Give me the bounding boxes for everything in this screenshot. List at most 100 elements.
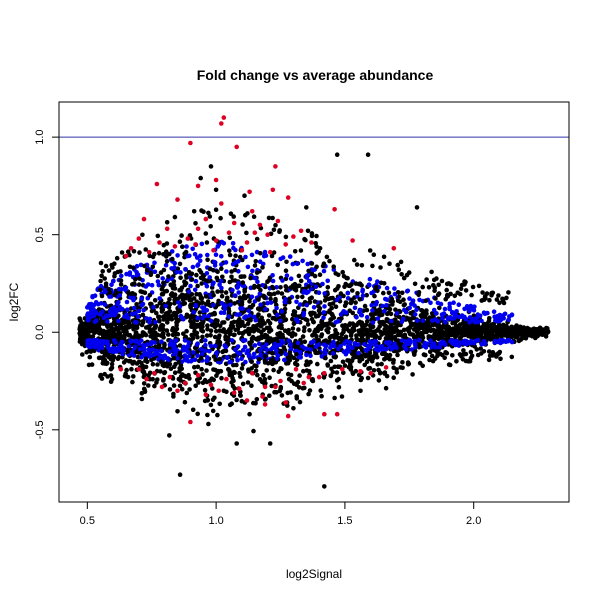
data-point — [354, 262, 360, 267]
data-point — [93, 328, 98, 334]
data-point — [322, 298, 328, 303]
data-point — [242, 193, 247, 198]
data-point — [409, 332, 415, 337]
data-point — [144, 316, 149, 321]
data-point — [235, 285, 240, 290]
data-point — [332, 343, 337, 349]
data-point — [172, 214, 178, 220]
data-point — [120, 345, 125, 350]
data-point — [268, 300, 274, 305]
data-point — [470, 284, 476, 290]
data-point — [509, 333, 515, 339]
data-point — [454, 309, 459, 314]
data-point — [217, 356, 222, 362]
data-point — [200, 324, 205, 330]
data-point — [463, 288, 469, 293]
data-point — [452, 293, 458, 299]
data-point — [159, 384, 165, 390]
data-point — [193, 383, 198, 389]
data-point — [340, 359, 346, 365]
data-point — [206, 421, 211, 427]
data-point — [489, 322, 495, 327]
data-point — [311, 305, 317, 310]
data-point — [137, 346, 143, 352]
data-point — [437, 324, 443, 330]
data-point — [246, 354, 252, 359]
data-point — [485, 328, 490, 333]
data-point — [164, 259, 170, 264]
data-point — [191, 209, 197, 214]
data-point — [266, 215, 272, 221]
data-point — [345, 275, 350, 281]
data-point — [330, 313, 335, 318]
data-point — [136, 282, 142, 287]
data-point — [416, 337, 422, 343]
data-point — [322, 291, 328, 296]
data-point — [462, 314, 467, 320]
data-point — [77, 330, 83, 335]
data-point — [426, 316, 431, 322]
data-point — [449, 330, 455, 336]
data-point — [366, 366, 371, 371]
data-point — [121, 336, 126, 341]
data-point — [160, 284, 165, 290]
data-point — [444, 292, 450, 298]
data-point — [153, 319, 158, 325]
data-point — [283, 400, 289, 405]
data-points-layer — [77, 115, 551, 489]
data-point — [429, 353, 435, 359]
data-point — [149, 282, 155, 288]
data-point — [195, 283, 200, 289]
data-point — [208, 224, 213, 229]
data-point — [92, 319, 98, 325]
data-point — [253, 259, 259, 264]
data-point — [429, 345, 434, 350]
data-point — [139, 338, 144, 343]
data-point — [346, 349, 352, 354]
data-point — [350, 288, 355, 293]
data-point — [321, 315, 326, 321]
data-point — [317, 246, 323, 251]
data-point — [268, 296, 273, 302]
data-point — [172, 364, 177, 370]
data-point — [123, 285, 129, 291]
data-point — [125, 349, 130, 355]
data-point — [246, 367, 251, 373]
data-point — [211, 259, 217, 265]
data-point — [177, 261, 183, 267]
data-point — [456, 302, 462, 308]
data-point — [278, 256, 284, 262]
data-point — [203, 338, 208, 343]
data-point — [280, 335, 286, 340]
data-point — [327, 258, 332, 264]
data-point — [171, 383, 177, 388]
data-point — [195, 411, 200, 417]
data-point — [189, 277, 195, 282]
data-point — [341, 309, 347, 314]
data-point — [516, 330, 522, 335]
data-point — [256, 283, 262, 289]
data-point — [152, 383, 157, 389]
data-point — [268, 357, 274, 363]
data-point — [157, 296, 162, 301]
data-point — [157, 240, 162, 245]
data-point — [106, 268, 112, 273]
data-point — [302, 236, 307, 242]
data-point — [387, 306, 393, 312]
data-point — [439, 278, 445, 284]
data-point — [348, 333, 354, 338]
data-point — [384, 303, 389, 308]
data-point — [176, 376, 182, 382]
data-point — [164, 254, 169, 259]
data-point — [332, 207, 337, 212]
data-point — [151, 356, 157, 361]
data-point — [218, 215, 223, 221]
data-point — [188, 283, 193, 289]
data-point — [150, 361, 156, 367]
data-point — [308, 347, 314, 352]
data-point — [213, 357, 218, 363]
data-point — [267, 441, 273, 446]
data-point — [316, 337, 322, 343]
data-point — [128, 338, 133, 344]
data-point — [254, 397, 260, 402]
